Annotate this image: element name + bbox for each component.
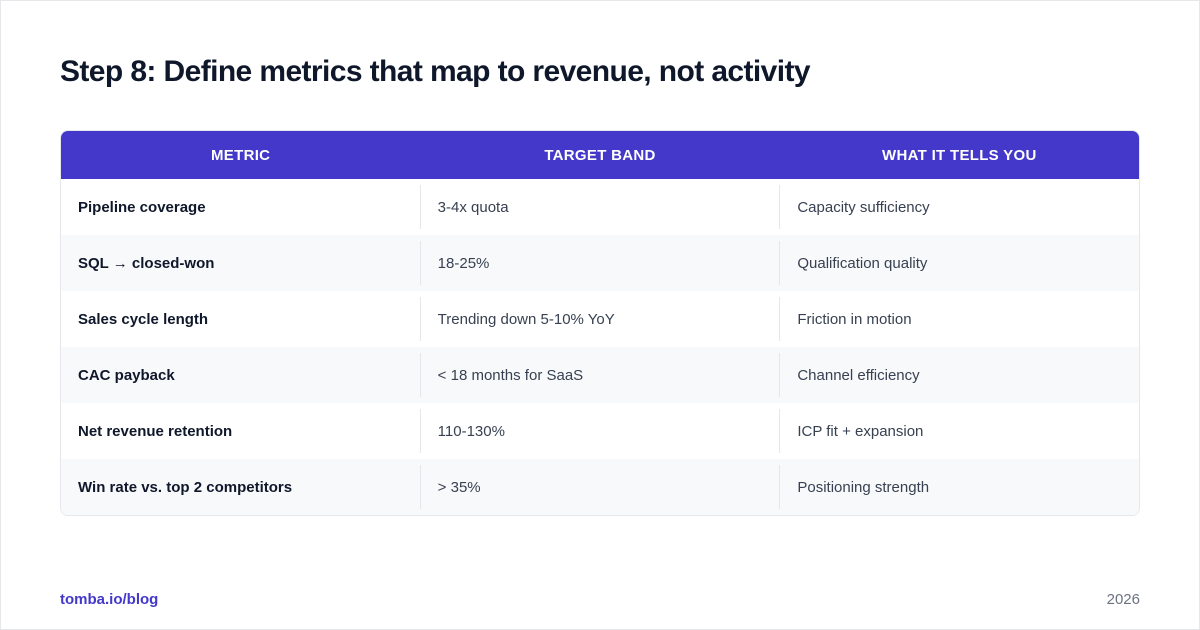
metric-cell: Sales cycle length bbox=[78, 310, 209, 328]
insight-cell: ICP fit + expansion bbox=[779, 403, 1139, 459]
insight-cell: Qualification quality bbox=[779, 235, 1139, 291]
footer-year: 2026 bbox=[1106, 591, 1140, 608]
metric-cell: Win rate vs. top 2 competitors bbox=[78, 478, 293, 496]
insight-cell: Capacity sufficiency bbox=[779, 179, 1139, 235]
target-band-cell: 110-130% bbox=[419, 403, 780, 459]
table-header: METRIC TARGET BAND WHAT IT TELLS YOU bbox=[61, 131, 1139, 179]
target-band-cell: Trending down 5-10% YoY bbox=[419, 291, 780, 347]
target-band-cell: > 35% bbox=[419, 459, 780, 515]
column-header-what-it-tells-you: WHAT IT TELLS YOU bbox=[882, 146, 1037, 164]
target-band-cell: < 18 months for SaaS bbox=[419, 347, 780, 403]
table-row: Sales cycle length Trending down 5-10% Y… bbox=[61, 291, 1139, 347]
table-row: Pipeline coverage 3-4x quota Capacity su… bbox=[61, 179, 1139, 235]
table-row: CAC payback < 18 months for SaaS Channel… bbox=[61, 347, 1139, 403]
metric-cell: CAC payback bbox=[78, 366, 175, 384]
column-header-metric: METRIC bbox=[211, 146, 271, 164]
blog-link[interactable]: tomba.io/blog bbox=[60, 591, 159, 608]
table-row: Net revenue retention 110-130% ICP fit +… bbox=[61, 403, 1139, 459]
insight-cell: Friction in motion bbox=[779, 291, 1139, 347]
metrics-table: METRIC TARGET BAND WHAT IT TELLS YOU Pip… bbox=[60, 130, 1140, 516]
metric-cell: SQL → closed-won bbox=[78, 254, 215, 272]
table-row: Win rate vs. top 2 competitors > 35% Pos… bbox=[61, 459, 1139, 515]
page-title: Step 8: Define metrics that map to reven… bbox=[60, 55, 811, 88]
metric-cell: Pipeline coverage bbox=[78, 198, 206, 216]
target-band-cell: 3-4x quota bbox=[419, 179, 780, 235]
target-band-cell: 18-25% bbox=[419, 235, 780, 291]
column-header-target-band: TARGET BAND bbox=[544, 146, 656, 164]
table-row: SQL → closed-won 18-25% Qualification qu… bbox=[61, 235, 1139, 291]
metric-cell: Net revenue retention bbox=[78, 422, 233, 440]
insight-cell: Positioning strength bbox=[779, 459, 1139, 515]
insight-cell: Channel efficiency bbox=[779, 347, 1139, 403]
